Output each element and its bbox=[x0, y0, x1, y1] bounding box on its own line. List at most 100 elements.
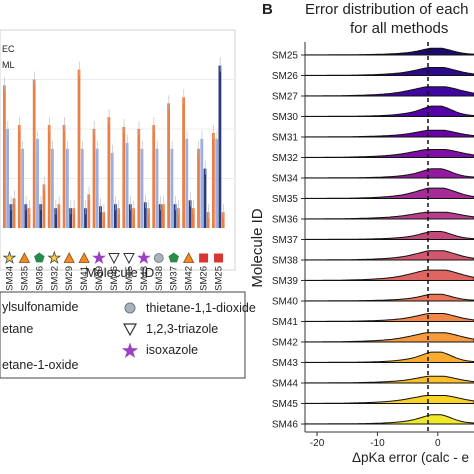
bar bbox=[170, 148, 174, 228]
bar bbox=[197, 148, 200, 228]
bar bbox=[24, 204, 28, 228]
x-tick-label: SM26 bbox=[199, 266, 210, 291]
bar bbox=[51, 148, 54, 228]
density-ridge bbox=[304, 47, 474, 56]
density-ridge bbox=[304, 231, 474, 240]
density-ridge bbox=[304, 332, 474, 343]
group-legend-label: ylsulfonamide bbox=[2, 300, 78, 314]
panel-a-group-markers bbox=[2, 250, 224, 265]
group-legend-item: isoxazole bbox=[121, 342, 198, 359]
bar bbox=[102, 212, 106, 228]
bar bbox=[80, 148, 84, 228]
panel-a-bars bbox=[3, 65, 225, 229]
group-marker bbox=[137, 250, 151, 264]
bar bbox=[132, 208, 135, 228]
x-tick-label: SM29 bbox=[64, 266, 75, 291]
density-ridge bbox=[304, 351, 474, 363]
bar bbox=[182, 97, 185, 228]
panel-b: B Error distribution of each for all met… bbox=[249, 0, 474, 474]
y-tick-label: SM40 bbox=[272, 297, 299, 308]
y-tick-label: SM41 bbox=[272, 317, 299, 328]
y-tick-label: SM39 bbox=[272, 276, 299, 287]
bar bbox=[147, 208, 150, 228]
group-marker bbox=[78, 252, 90, 263]
density-ridge bbox=[304, 375, 474, 384]
group-legend-item: etane-1-oxide bbox=[2, 358, 78, 372]
bar bbox=[27, 208, 31, 228]
bar bbox=[42, 184, 46, 228]
group-marker bbox=[34, 252, 45, 263]
y-tick-label: SM32 bbox=[272, 153, 299, 164]
y-tick-label: SM34 bbox=[272, 174, 299, 185]
bar bbox=[99, 206, 102, 228]
bar bbox=[87, 194, 91, 228]
bar bbox=[155, 148, 159, 228]
triangle-down-marker-icon bbox=[122, 323, 138, 337]
panel-b-density-ridges bbox=[304, 47, 474, 425]
panel-b-y-axis-label: Molecule ID bbox=[249, 208, 266, 287]
panel-b-y-tick-labels: SM25 SM26 SM27 SM30 SM31 SM32 SM34 SM35 SM36 SM37… bbox=[272, 51, 305, 431]
x-tick-label: 0 bbox=[435, 438, 441, 449]
density-ridge bbox=[304, 250, 474, 261]
panel-a-tick-labels: SM34 SM35 SM36 SM32 SM29 SM41 SM39 SM46 SM45 SM43… bbox=[4, 266, 224, 291]
panel-a-group-legend-box bbox=[0, 291, 246, 379]
density-ridge bbox=[304, 149, 474, 158]
group-marker bbox=[47, 250, 62, 264]
star-marker-icon bbox=[121, 342, 139, 359]
bar bbox=[17, 125, 21, 228]
bar bbox=[158, 204, 162, 228]
bar bbox=[39, 204, 43, 228]
group-marker bbox=[153, 253, 164, 263]
bar bbox=[21, 148, 24, 228]
bar bbox=[203, 168, 207, 228]
y-tick-label: SM45 bbox=[272, 399, 299, 410]
bar bbox=[173, 204, 177, 228]
x-tick-label: SM41 bbox=[79, 266, 90, 291]
circle-marker-icon bbox=[124, 302, 136, 314]
x-tick-label: -10 bbox=[370, 438, 385, 449]
bar bbox=[66, 148, 69, 228]
y-tick-label: SM35 bbox=[272, 194, 299, 205]
y-tick-label: SM25 bbox=[272, 51, 299, 62]
bar bbox=[125, 142, 129, 228]
y-tick-label: SM31 bbox=[272, 133, 299, 144]
group-legend-label: thietane-1,1-dioxide bbox=[146, 301, 256, 315]
density-ridge bbox=[304, 211, 474, 220]
y-tick-label: SM30 bbox=[272, 112, 299, 123]
density-ridge bbox=[304, 414, 474, 425]
y-tick-label: SM36 bbox=[272, 215, 299, 226]
group-marker bbox=[2, 250, 17, 264]
bar bbox=[57, 204, 61, 228]
x-tick-label: SM39 bbox=[94, 266, 105, 291]
density-ridge bbox=[304, 129, 474, 138]
panel-a-gridlines bbox=[0, 79, 235, 179]
group-marker bbox=[123, 253, 135, 265]
bar bbox=[6, 129, 9, 228]
bar bbox=[188, 200, 192, 228]
bar bbox=[3, 85, 6, 229]
bar bbox=[218, 65, 222, 228]
bar bbox=[152, 125, 156, 228]
group-marker bbox=[168, 252, 179, 263]
bar bbox=[107, 117, 111, 228]
group-marker bbox=[18, 252, 31, 263]
group-marker bbox=[199, 253, 209, 263]
panel-a-error-bars bbox=[4, 57, 224, 219]
panel-b-label: B bbox=[262, 1, 273, 18]
bar bbox=[95, 148, 99, 228]
x-tick-label: SM38 bbox=[154, 266, 165, 291]
group-legend-item: 1,2,3-triazole bbox=[122, 322, 218, 337]
y-tick-label: SM43 bbox=[272, 358, 299, 369]
x-tick-label: SM34 bbox=[4, 266, 15, 291]
panel-b-title-line-2: for all methods bbox=[350, 20, 448, 37]
bar bbox=[191, 208, 195, 228]
panel-a-legend-fragment-ec: EC bbox=[2, 44, 15, 54]
bar bbox=[12, 198, 16, 228]
y-tick-label: SM27 bbox=[272, 92, 299, 103]
bar bbox=[167, 103, 170, 228]
density-ridge bbox=[304, 313, 474, 322]
group-legend-label: isoxazole bbox=[146, 343, 198, 357]
bar bbox=[137, 129, 141, 228]
bar bbox=[122, 127, 126, 228]
